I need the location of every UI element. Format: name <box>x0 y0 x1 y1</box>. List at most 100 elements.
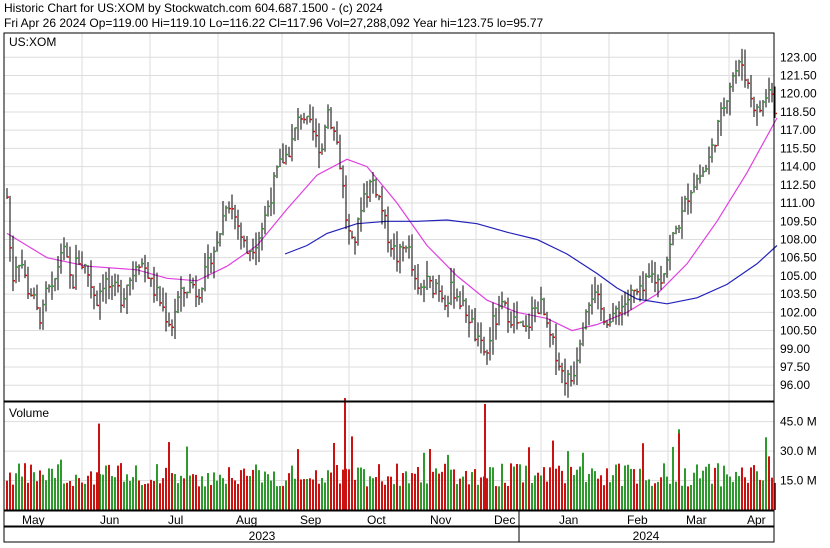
volume-bar <box>423 452 425 510</box>
volume-spike-bar <box>678 433 680 510</box>
volume-bar <box>504 482 506 510</box>
volume-spike-bar <box>344 398 346 510</box>
volume-spike-bar <box>98 423 100 510</box>
volume-bar <box>690 484 692 510</box>
month-label: Nov <box>430 513 451 527</box>
price-tick-label: 112.50 <box>780 178 816 192</box>
volume-bar <box>765 437 767 510</box>
volume-bar <box>684 468 686 510</box>
volume-spike-bar <box>297 449 299 510</box>
volume-bar <box>645 480 647 510</box>
volume-bar <box>393 484 395 510</box>
volume-bar <box>462 476 464 510</box>
volume-bar <box>315 470 317 510</box>
volume-bar <box>585 481 587 510</box>
volume-bar <box>429 448 431 510</box>
volume-bar <box>534 475 536 510</box>
volume-bar <box>708 463 710 510</box>
volume-bar <box>147 483 149 510</box>
volume-bar <box>129 480 131 510</box>
volume-bar <box>546 481 548 510</box>
volume-bar <box>390 476 392 510</box>
volume-bar <box>204 486 206 510</box>
volume-bar <box>207 473 209 510</box>
volume-bar <box>39 470 41 510</box>
volume-bar <box>177 483 179 510</box>
volume-bar <box>396 463 398 510</box>
price-tick-label: 111.00 <box>780 196 815 210</box>
volume-bar <box>261 482 263 510</box>
volume-bar <box>702 470 704 510</box>
volume-bar <box>606 468 608 510</box>
volume-bar <box>225 483 227 510</box>
month-label: May <box>22 513 45 527</box>
price-tick-label: 123.00 <box>780 50 817 64</box>
volume-bar <box>696 464 698 510</box>
volume-bar <box>234 480 236 510</box>
volume-bar <box>453 469 455 510</box>
month-label: Jun <box>100 513 119 527</box>
volume-bar <box>216 480 218 510</box>
volume-bar <box>360 467 362 510</box>
volume-bar <box>657 481 659 510</box>
volume-panel-title: Volume <box>9 406 49 420</box>
volume-bar <box>747 482 749 510</box>
volume-bar <box>246 475 248 510</box>
price-tick-label: 120.00 <box>780 87 817 101</box>
volume-bar <box>495 486 497 510</box>
volume-bar <box>693 472 695 510</box>
volume-bar <box>540 475 542 510</box>
volume-bar <box>327 470 329 510</box>
volume-bar <box>210 484 212 510</box>
volume-bar <box>174 474 176 510</box>
volume-tick-label: 45.0 M <box>780 415 817 429</box>
volume-bar <box>420 482 422 510</box>
volume-bar <box>183 478 185 510</box>
volume-bars <box>6 398 776 510</box>
price-tick-label: 99.00 <box>780 342 810 356</box>
volume-bar <box>486 478 488 510</box>
volume-bar <box>633 469 635 510</box>
price-panel-title: US:XOM <box>9 35 56 49</box>
price-tick-label: 114.00 <box>780 160 816 174</box>
volume-bar <box>150 479 152 510</box>
volume-bar <box>714 467 716 510</box>
price-bars <box>6 48 777 398</box>
volume-bar <box>267 474 269 510</box>
volume-bar <box>288 473 290 510</box>
volume-bar <box>615 464 617 510</box>
volume-bar <box>411 473 413 510</box>
volume-bar <box>522 482 524 510</box>
volume-bar <box>144 483 146 510</box>
volume-bar <box>291 465 293 510</box>
volume-bar <box>723 465 725 510</box>
volume-bar <box>195 474 197 510</box>
volume-bar <box>618 463 620 510</box>
volume-bar <box>537 472 539 510</box>
volume-bar <box>774 482 776 510</box>
volume-bar <box>591 468 593 510</box>
volume-bar <box>705 466 707 510</box>
volume-bar <box>72 485 74 510</box>
volume-bar <box>114 477 116 510</box>
volume-bar <box>672 446 674 510</box>
volume-bar <box>432 471 434 510</box>
year-axis-frame <box>3 526 775 543</box>
volume-bar <box>741 467 743 510</box>
volume-bar <box>105 465 107 510</box>
volume-bar <box>519 464 521 510</box>
month-label: Feb <box>627 513 648 527</box>
volume-bar <box>378 464 380 510</box>
price-tick-label: 105.00 <box>780 269 817 283</box>
volume-bar <box>570 466 572 510</box>
volume-bar <box>51 468 53 510</box>
volume-bar <box>30 464 32 510</box>
volume-bar <box>24 463 26 510</box>
volume-bar <box>408 483 410 510</box>
volume-bar <box>732 481 734 510</box>
volume-bar <box>399 485 401 510</box>
volume-bar <box>687 486 689 510</box>
volume-bar <box>735 471 737 510</box>
volume-bar <box>456 484 458 510</box>
